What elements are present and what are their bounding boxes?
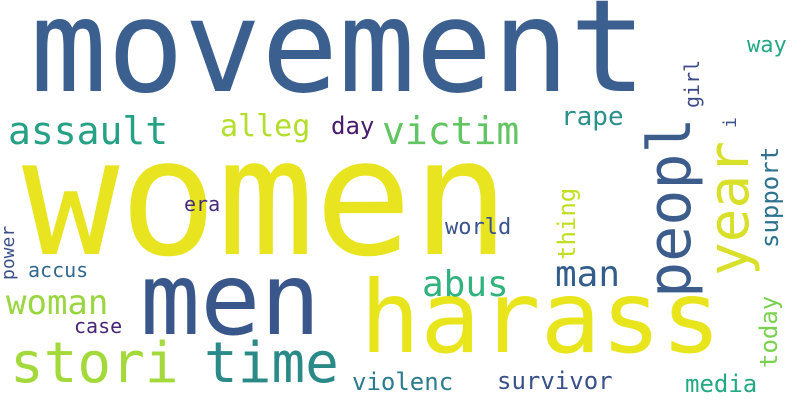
word-support: support <box>756 146 784 248</box>
word-year: year <box>697 141 762 276</box>
word-women: women <box>22 105 510 293</box>
word-survivor: survivor <box>497 367 613 395</box>
word-violenc: violenc <box>352 368 454 396</box>
word-woman: woman <box>6 283 109 323</box>
word-men: men <box>140 241 321 358</box>
word-case: case <box>74 314 123 338</box>
word-way: way <box>747 33 787 58</box>
word-alleg: alleg <box>220 109 311 144</box>
word-time: time <box>204 331 339 396</box>
word-man: man <box>555 254 621 295</box>
word-assault: assault <box>8 109 169 153</box>
word-harass: harass <box>360 259 722 376</box>
word-world: world <box>445 215 512 240</box>
word-i: i <box>720 117 741 128</box>
word-movement: movement <box>30 0 647 122</box>
word-girl: girl <box>680 59 704 108</box>
word-rape: rape <box>561 102 624 132</box>
word-victim: victim <box>382 109 520 153</box>
word-day: day <box>331 112 375 140</box>
word-accus: accus <box>28 258 89 282</box>
word-today: today <box>755 295 783 368</box>
word-abus: abus <box>422 264 509 305</box>
word-media: media <box>685 370 758 398</box>
word-thing: thing <box>553 187 581 260</box>
word-power: power <box>0 225 19 280</box>
word-stori: stori <box>10 331 179 396</box>
word-peopl: peopl <box>635 117 705 298</box>
word-era: era <box>184 192 221 216</box>
